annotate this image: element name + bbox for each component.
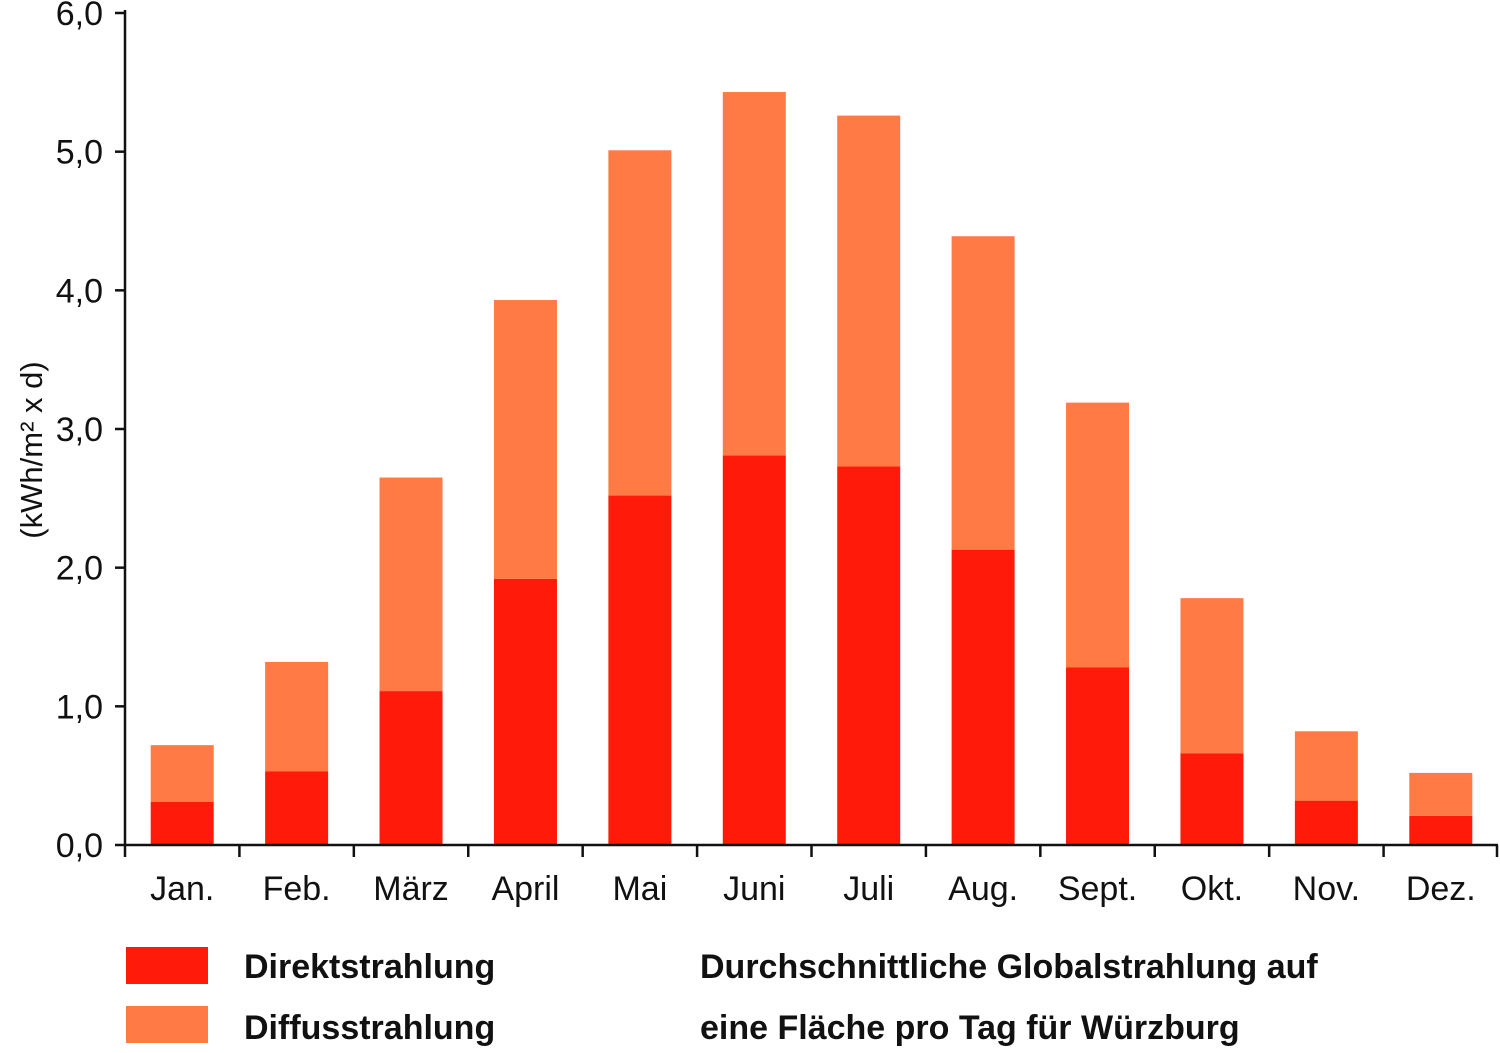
bar-diffusstrahlung [1294,731,1358,801]
bar-diffusstrahlung [1409,772,1473,816]
x-tick-label: Jan. [150,870,214,908]
caption-line-1: Durchschnittliche Globalstrahlung auf [700,948,1318,986]
bars [150,92,1473,845]
y-tick-label: 3,0 [56,411,103,449]
bar-diffusstrahlung [150,745,214,803]
y-axis-label: (kWh/m² x d) [14,361,49,538]
x-tick-label: März [373,870,449,908]
bar-direktstrahlung [1066,667,1130,845]
x-tick-label: Mai [612,870,667,908]
y-tick-label: 0,0 [56,827,103,865]
bar-direktstrahlung [837,466,901,845]
bar-diffusstrahlung [265,661,329,772]
y-tick-label: 4,0 [56,272,103,310]
x-tick-label: Juli [843,870,894,908]
bar-direktstrahlung [1294,800,1358,845]
bar-direktstrahlung [608,495,672,845]
legend-label-diffusstrahlung: Diffusstrahlung [244,1009,495,1047]
bar-diffusstrahlung [837,115,901,467]
bar-direktstrahlung [951,549,1015,845]
legend-swatch-diffusstrahlung [126,1006,208,1043]
chart-caption: Durchschnittliche Globalstrahlung auf ei… [700,948,1318,1047]
bar-diffusstrahlung [608,150,672,496]
y-tick-label: 5,0 [56,134,103,172]
bar-direktstrahlung [379,691,443,845]
x-tick-label: Juni [723,870,785,908]
legend-label-direktstrahlung: Direktstrahlung [244,948,495,986]
bar-diffusstrahlung [951,236,1015,550]
x-axis: Jan. Feb. März April Mai Juni Juli Aug. Sept. Okt… [123,843,1499,908]
y-tick-label: 1,0 [56,688,103,726]
x-tick-label: Dez. [1406,870,1476,908]
bar-direktstrahlung [722,455,786,845]
bar-direktstrahlung [150,802,214,845]
legend: Direktstrahlung Diffusstrahlung [126,947,495,1047]
x-tick-label: April [491,870,559,908]
bar-direktstrahlung [1409,815,1473,845]
caption-line-2: eine Fläche pro Tag für Würzburg [700,1009,1240,1047]
bar-direktstrahlung [265,771,329,845]
legend-swatch-direktstrahlung [126,947,208,984]
x-tick-label: Nov. [1293,870,1360,908]
x-tick-label: Feb. [263,870,331,908]
bar-diffusstrahlung [379,477,443,692]
x-tick-label: Okt. [1181,870,1243,908]
y-axis: 0,0 1,0 2,0 3,0 4,0 5,0 6,0 [56,0,127,865]
y-tick-label: 6,0 [56,0,103,33]
bar-diffusstrahlung [1066,402,1130,668]
bar-direktstrahlung [493,578,557,845]
y-tick-label: 2,0 [56,550,103,588]
bar-diffusstrahlung [1180,598,1244,754]
x-tick-label: Sept. [1058,870,1137,908]
x-tick-label: Aug. [948,870,1018,908]
bar-direktstrahlung [1180,753,1244,845]
bar-diffusstrahlung [493,300,557,579]
bar-diffusstrahlung [722,92,786,456]
